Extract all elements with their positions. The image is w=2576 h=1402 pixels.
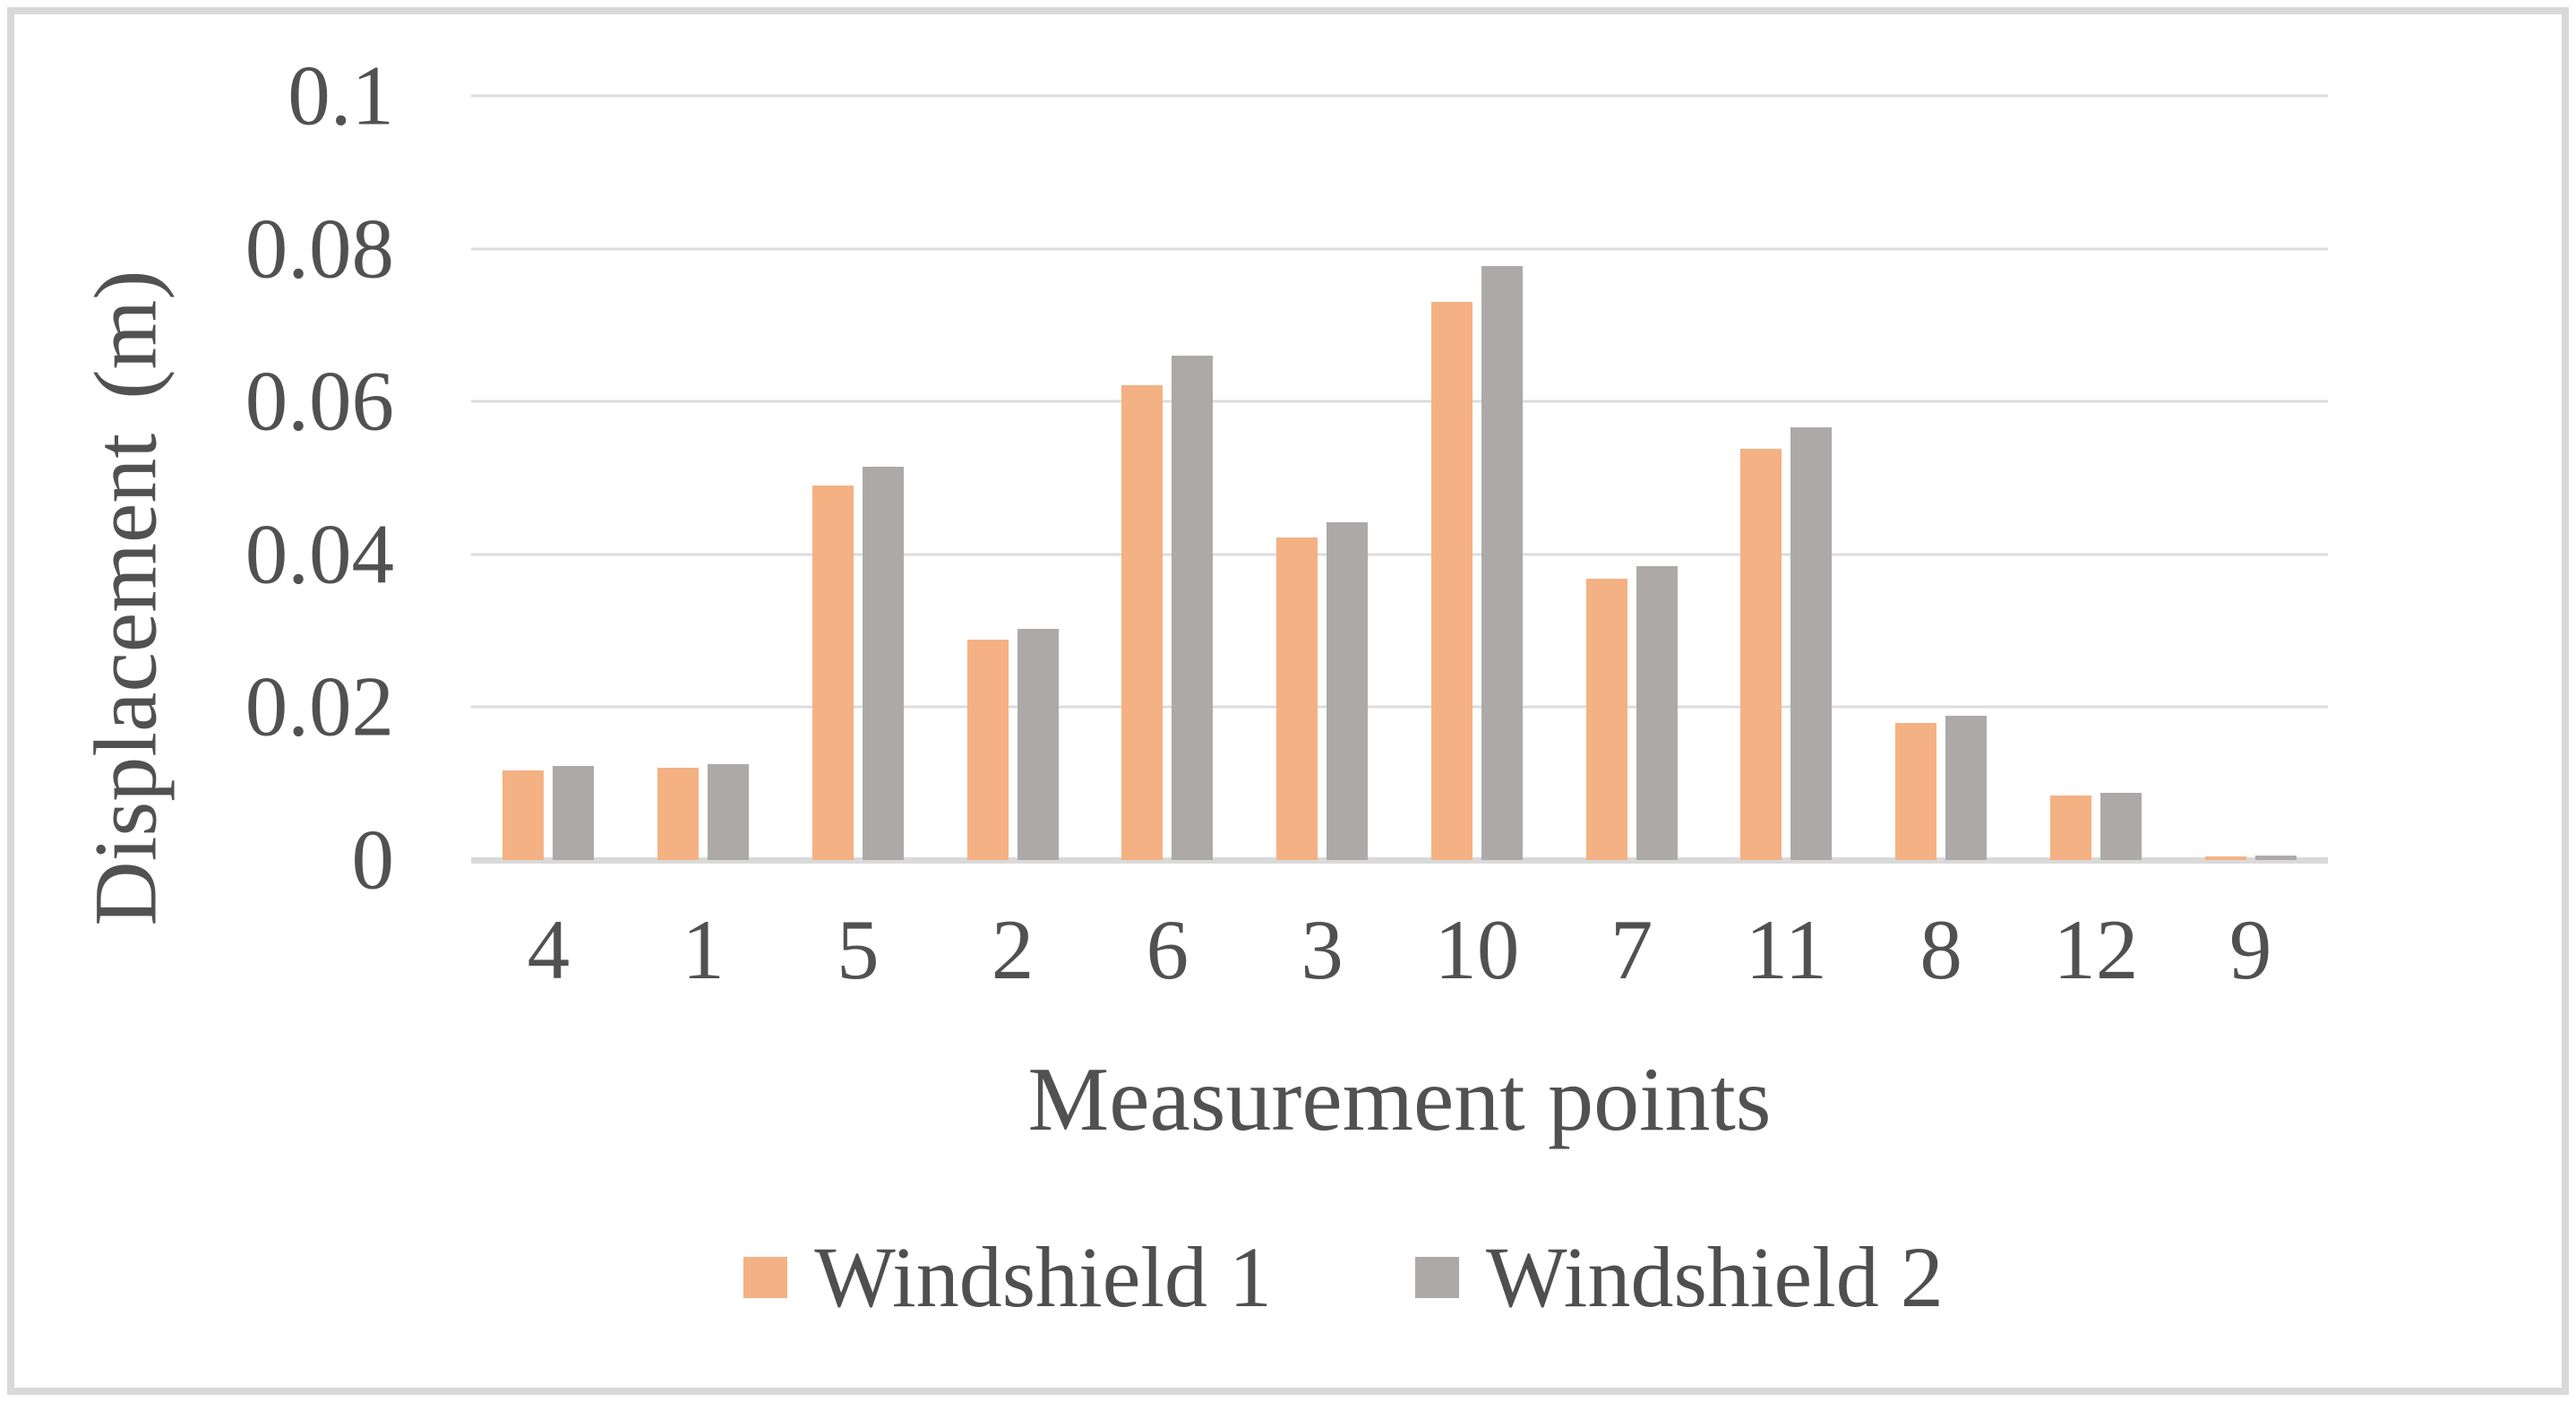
- x-axis-tick-label-11: 11: [1745, 902, 1828, 997]
- x-axis-tick-label-6: 6: [1146, 902, 1189, 997]
- y-axis-tick-label-0.06: 0.06: [245, 353, 394, 449]
- gridline-y-0.02: [471, 705, 2328, 709]
- bar-group-point-2: [935, 96, 1090, 860]
- bar-windshield-2-point-11: [1790, 427, 1833, 860]
- x-axis-tick-label-10: 10: [1434, 902, 1520, 997]
- y-axis-tick-label-0: 0: [351, 812, 395, 907]
- x-axis-tick-label-5: 5: [837, 902, 880, 997]
- bar-group-point-12: [2019, 96, 2174, 860]
- plot-area: [471, 94, 2328, 864]
- bar-group-point-11: [1709, 96, 1864, 860]
- bar-windshield-1-point-9: [2204, 856, 2246, 860]
- x-axis-line: [471, 857, 2328, 864]
- y-axis-tick-label-0.04: 0.04: [245, 506, 394, 602]
- bar-group-point-7: [1554, 96, 1709, 860]
- y-axis-tick-label-0.02: 0.02: [245, 658, 394, 754]
- gridline-y-0.1: [471, 94, 2328, 98]
- bar-group-point-1: [626, 96, 781, 860]
- x-axis-tick-label-12: 12: [2053, 902, 2139, 997]
- x-axis-tick-label-7: 7: [1610, 902, 1653, 997]
- bar-windshield-2-point-3: [1327, 522, 1369, 860]
- bar-group-point-9: [2173, 96, 2328, 860]
- bar-windshield-2-point-1: [708, 764, 750, 860]
- gridline-y-0.08: [471, 247, 2328, 251]
- bar-group-point-5: [781, 96, 936, 860]
- bar-windshield-1-point-8: [1895, 723, 1937, 860]
- bar-windshield-2-point-6: [1172, 356, 1214, 860]
- legend-item-windshield-1: Windshield 1: [743, 1234, 1272, 1320]
- legend-item-windshield-2: Windshield 2: [1415, 1234, 1944, 1320]
- bar-windshield-1-point-12: [2049, 795, 2091, 860]
- legend-swatch-icon: [743, 1257, 788, 1298]
- bar-group-point-8: [1864, 96, 2019, 860]
- bar-windshield-2-point-10: [1481, 266, 1523, 860]
- x-axis-tick-label-9: 9: [2228, 902, 2272, 997]
- bar-windshield-2-point-12: [2099, 792, 2142, 860]
- bar-group-point-4: [471, 96, 626, 860]
- y-axis-tick-label-0.1: 0.1: [288, 47, 394, 143]
- bar-windshield-2-point-5: [862, 466, 904, 860]
- legend-label: Windshield 1: [814, 1229, 1272, 1325]
- bar-windshield-1-point-4: [502, 770, 545, 860]
- x-axis-tick-labels: 4 1 5 2 6 3 10 7 11 8 12 9: [471, 896, 2328, 1003]
- bar-windshield-1-point-10: [1430, 301, 1473, 860]
- bar-windshield-1-point-2: [966, 639, 1009, 860]
- bar-windshield-1-point-1: [657, 767, 700, 860]
- y-axis-tick-label-0.08: 0.08: [245, 201, 394, 297]
- bar-windshield-2-point-4: [553, 766, 595, 860]
- bar-windshield-1-point-11: [1740, 449, 1782, 860]
- bar-group-point-3: [1245, 96, 1400, 860]
- legend-swatch-icon: [1415, 1257, 1459, 1298]
- x-axis-tick-label-3: 3: [1301, 902, 1344, 997]
- bar-windshield-2-point-9: [2254, 855, 2297, 860]
- bar-group-point-10: [1400, 96, 1555, 860]
- bar-windshield-1-point-7: [1585, 579, 1627, 860]
- legend-label: Windshield 2: [1486, 1229, 1944, 1325]
- bar-windshield-2-point-2: [1017, 628, 1059, 860]
- gridline-y-0.06: [471, 400, 2328, 403]
- x-axis-tick-label-4: 4: [527, 902, 571, 997]
- bar-group-point-6: [1090, 96, 1245, 860]
- gridline-y-0.04: [471, 553, 2328, 556]
- x-axis-tick-label-8: 8: [1919, 902, 1962, 997]
- bar-windshield-2-point-7: [1636, 566, 1678, 860]
- x-axis-title: Measurement points: [1027, 1049, 1772, 1150]
- x-axis-tick-label-2: 2: [991, 902, 1035, 997]
- bars-layer: [471, 96, 2328, 860]
- legend: Windshield 1 Windshield 2: [224, 1234, 2463, 1320]
- bar-windshield-1-point-6: [1121, 385, 1163, 860]
- bar-windshield-1-point-3: [1276, 538, 1318, 860]
- bar-windshield-1-point-5: [811, 486, 854, 860]
- x-axis-tick-label-1: 1: [682, 902, 725, 997]
- bar-windshield-2-point-8: [1945, 715, 1988, 860]
